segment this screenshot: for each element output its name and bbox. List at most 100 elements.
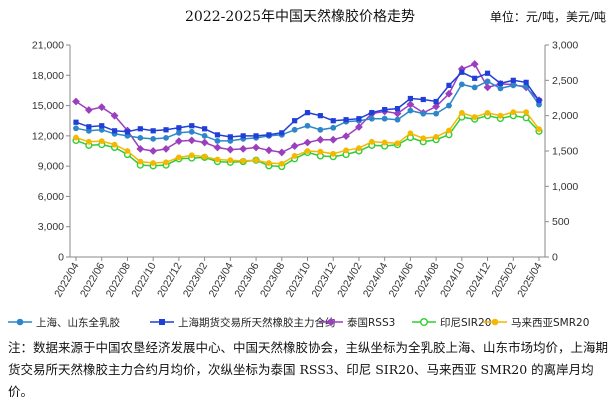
data-point <box>150 160 157 166</box>
data-point <box>303 138 312 147</box>
data-point <box>279 130 285 136</box>
chart-title: 2022-2025年中国天然橡胶价格走势 <box>185 8 415 25</box>
data-point <box>149 147 158 155</box>
left-tick-label: 15,000 <box>32 100 64 112</box>
data-point <box>343 117 349 123</box>
data-point <box>394 140 401 147</box>
data-point <box>97 103 106 112</box>
data-point <box>137 126 143 132</box>
right-tick-label: 3,000 <box>552 40 578 52</box>
data-point <box>200 138 209 147</box>
data-point <box>72 97 80 106</box>
data-point <box>253 133 259 139</box>
series-1 <box>73 69 542 140</box>
data-point <box>253 157 259 164</box>
data-point <box>136 144 145 153</box>
data-point <box>458 81 465 88</box>
legend-item: 上海、山东全乳胶 <box>8 316 120 329</box>
right-tick-label: 0 <box>552 252 558 264</box>
data-point <box>163 127 169 133</box>
data-point <box>484 109 491 116</box>
left-tick-label: 12,000 <box>32 130 64 142</box>
data-point <box>124 148 131 154</box>
data-point <box>356 116 362 122</box>
data-point <box>304 110 311 116</box>
right-tick-label: 500 <box>552 216 570 228</box>
data-point <box>265 146 273 155</box>
data-point <box>330 118 336 124</box>
data-point <box>73 134 79 141</box>
data-point <box>150 128 156 134</box>
data-point <box>445 89 453 98</box>
x-tick-label: 2025/04 <box>515 260 544 299</box>
data-point <box>124 129 131 135</box>
legend-label: 泰国RSS3 <box>347 316 395 329</box>
data-point <box>394 106 401 112</box>
data-point <box>240 133 246 139</box>
data-point <box>292 118 298 124</box>
left-tick-label: 3,000 <box>38 221 64 233</box>
data-point <box>458 109 465 116</box>
data-point <box>329 135 338 144</box>
left-tick-label: 21,000 <box>32 40 64 52</box>
data-point <box>317 126 324 133</box>
data-point <box>227 134 233 140</box>
data-point <box>73 125 79 132</box>
legend-label: 上海、山东全乳胶 <box>36 316 120 329</box>
data-point <box>407 107 414 114</box>
data-point <box>188 152 195 159</box>
data-point <box>111 128 118 134</box>
legend-label: 印尼SIR20 <box>440 317 491 329</box>
data-point <box>432 102 441 111</box>
data-point <box>330 150 337 157</box>
legend-label: 上海期货交易所天然橡胶主力合约 <box>178 316 336 329</box>
series-2 <box>72 60 543 157</box>
data-point <box>523 79 529 85</box>
data-point <box>201 153 208 160</box>
data-point <box>291 153 298 159</box>
data-point <box>304 122 311 129</box>
left-tick-label: 0 <box>58 252 64 264</box>
data-point <box>381 139 388 146</box>
legend-item: 印尼SIR20 <box>412 317 491 329</box>
data-point <box>226 145 235 154</box>
data-point <box>85 138 92 145</box>
data-point <box>317 148 324 155</box>
data-point <box>84 106 93 114</box>
data-point <box>98 138 105 145</box>
data-point <box>433 133 440 140</box>
right-tick-label: 2,000 <box>552 110 578 122</box>
data-point <box>163 134 169 141</box>
data-point <box>99 123 105 129</box>
data-point <box>304 148 311 154</box>
data-point <box>227 157 234 164</box>
data-point <box>110 111 119 120</box>
data-point <box>472 75 478 81</box>
right-tick-label: 1,500 <box>552 146 578 158</box>
data-point <box>420 318 429 327</box>
data-point <box>484 70 491 76</box>
data-point <box>407 95 413 102</box>
left-tick-label: 18,000 <box>32 70 64 82</box>
legend-item: 上海期货交易所天然橡胶主力合约 <box>150 316 336 329</box>
data-point <box>16 318 24 326</box>
data-point <box>277 148 286 157</box>
data-point <box>523 109 530 116</box>
legend: 上海、山东全乳胶 上海期货交易所天然橡胶主力合约 泰国RSS3 印尼SIR20 马来西亚… <box>8 316 589 329</box>
data-point <box>175 154 182 161</box>
data-point <box>330 124 337 131</box>
data-point <box>470 60 479 68</box>
data-point <box>214 132 221 138</box>
data-point <box>368 138 375 145</box>
data-point <box>407 130 414 137</box>
data-point <box>278 160 285 167</box>
data-point <box>266 160 272 166</box>
data-point <box>214 138 221 144</box>
data-point <box>162 144 170 153</box>
data-point <box>446 127 452 134</box>
data-point <box>356 145 362 152</box>
data-point <box>497 85 504 92</box>
data-point <box>73 119 79 125</box>
data-point <box>368 115 375 122</box>
left-tick-label: 9,000 <box>38 161 64 173</box>
